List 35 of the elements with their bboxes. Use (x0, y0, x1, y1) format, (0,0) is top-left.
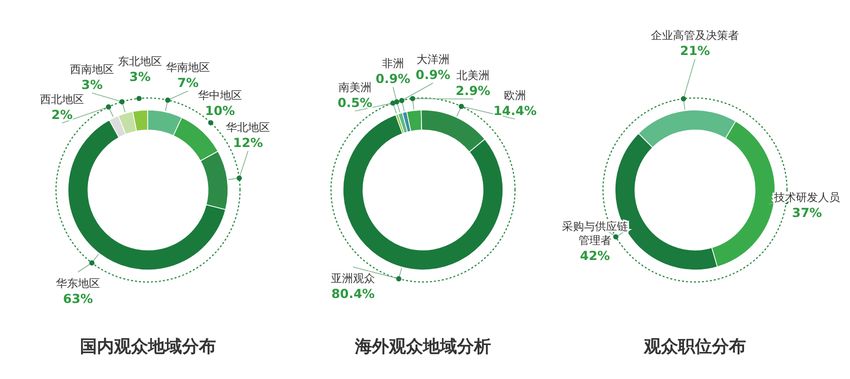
slice-label: 技术研发人员 (773, 191, 840, 204)
data-label: 10% (205, 103, 236, 118)
data-label: 37% (792, 205, 822, 220)
data-label: 12% (233, 135, 264, 150)
slice-label: 非洲 (382, 57, 404, 70)
data-label: 0.5% (338, 95, 373, 110)
text: 国内观众地域分布 (80, 337, 216, 357)
donut-slice (68, 120, 226, 270)
data-label: 21% (680, 43, 710, 58)
slice-label: 北美洲 (456, 69, 490, 82)
data-label: 2.9% (456, 83, 491, 98)
data-label: 0.9% (376, 71, 411, 86)
slice-label: 华中地区 (198, 89, 242, 102)
slice-label: 西南地区 (70, 63, 114, 76)
data-label: 3% (81, 77, 104, 92)
data-label: 3% (129, 69, 152, 84)
text: 观众职位分布 (643, 337, 746, 357)
slice-label: 大洋洲 (416, 53, 450, 66)
text: 海外观众地域分析 (354, 337, 491, 357)
data-label: 14.4% (493, 103, 538, 118)
slice-label: 东北地区 (118, 55, 162, 68)
data-label: 2% (51, 107, 74, 122)
slice-label: 企业高管及决策者 (651, 29, 739, 42)
data-label: 63% (63, 291, 94, 306)
slice-label: 南美洲 (338, 81, 372, 94)
slice-label: 西北地区 (40, 93, 84, 106)
data-label: 0.9% (416, 67, 451, 82)
slice-label: 华北地区 (226, 121, 270, 134)
data-label: 80.4% (331, 286, 376, 301)
legend-label: 亚洲观众 (331, 272, 375, 285)
data-label: 42% (580, 248, 610, 263)
slice-label: 华南地区 (166, 61, 210, 74)
slice-label: 欧洲 (504, 89, 526, 102)
slice-label: 华东地区 (56, 277, 100, 290)
data-label: 7% (177, 75, 200, 90)
